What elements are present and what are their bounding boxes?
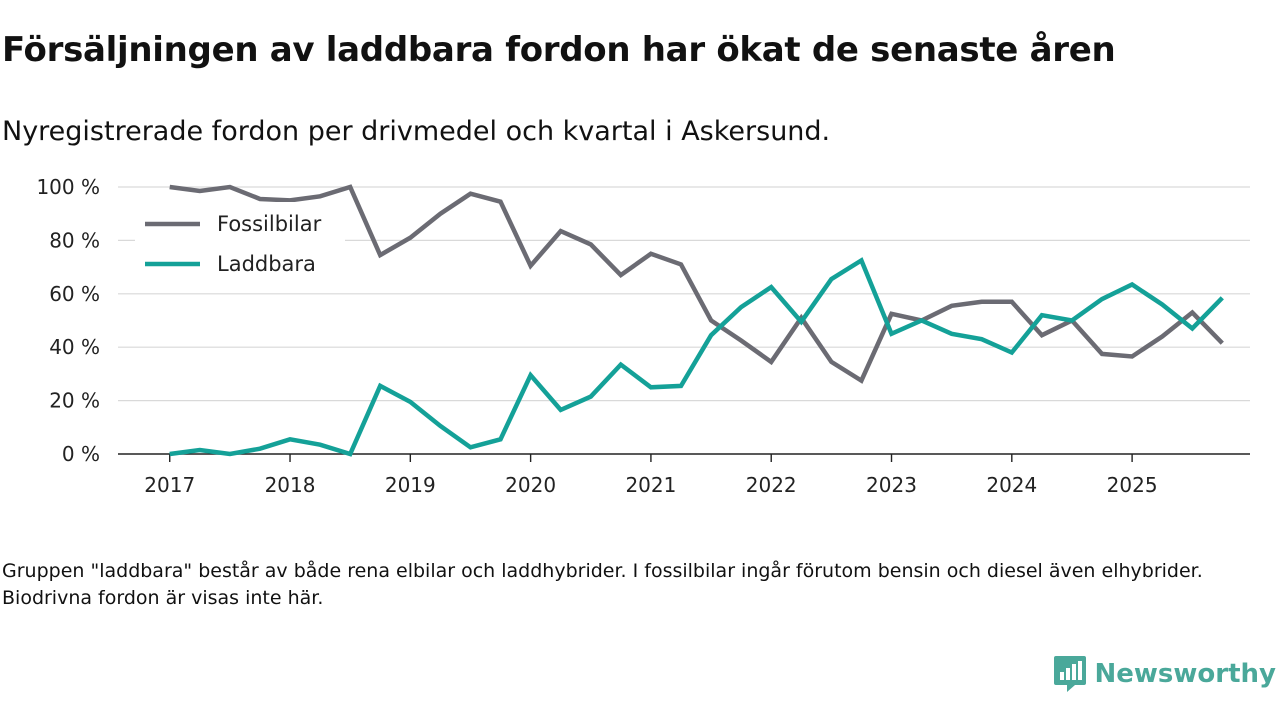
y-tick-label: 60 %: [49, 282, 100, 306]
legend-label: Laddbara: [217, 252, 316, 276]
y-tick-label: 100 %: [36, 175, 100, 199]
footnote: Gruppen "laddbara" består av både rena e…: [2, 560, 1203, 609]
y-tick-label: 40 %: [49, 335, 100, 359]
y-tick-label: 20 %: [49, 389, 100, 413]
series-lines: [169, 184, 1224, 457]
legend-label: Fossilbilar: [217, 212, 322, 236]
y-tick-label: 80 %: [49, 228, 100, 252]
chart-subtitle: Nyregistrerade fordon per drivmedel och …: [2, 116, 831, 147]
x-axis: 2017 2018 2019 2020 2021 2022 2023 2024 2025: [118, 453, 1250, 497]
series-line-fossilbilar: [169, 184, 1224, 384]
brand: Newsworthy: [1053, 656, 1276, 692]
newsworthy-logo-icon: [1053, 656, 1086, 692]
chart-title: Försäljningen av laddbara fordon har öka…: [2, 30, 1116, 70]
x-tick-label: 2021: [625, 473, 676, 497]
x-tick-label: 2017: [144, 473, 195, 497]
x-tick-label: 2019: [385, 473, 436, 497]
legend-background: [135, 202, 345, 286]
brand-name: Newsworthy: [1094, 659, 1276, 689]
x-tick-label: 2022: [746, 473, 797, 497]
x-tick-label: 2020: [505, 473, 556, 497]
y-axis: 0 % 20 % 40 % 60 % 80 % 100 %: [36, 175, 100, 466]
legend: Fossilbilar Laddbara: [135, 202, 345, 286]
series-line-laddbara: [169, 257, 1224, 457]
x-tick-label: 2025: [1107, 473, 1158, 497]
y-tick-label: 0 %: [62, 442, 100, 466]
x-tick-label: 2024: [986, 473, 1037, 497]
x-tick-label: 2023: [866, 473, 917, 497]
line-chart: 0 % 20 % 40 % 60 % 80 % 100 % 2017 2018 2019 202…: [36, 175, 1250, 497]
x-tick-label: 2018: [265, 473, 316, 497]
